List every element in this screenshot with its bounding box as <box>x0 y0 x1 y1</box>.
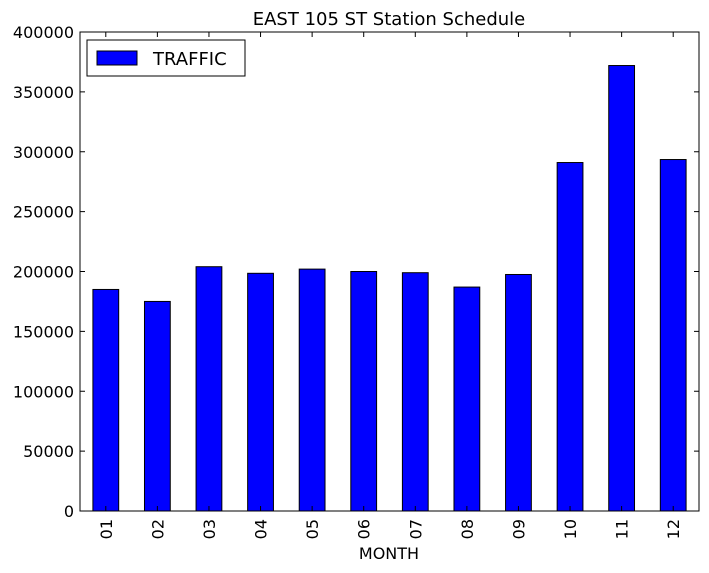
legend-label-traffic: TRAFFIC <box>152 49 227 70</box>
bar-02 <box>143 300 171 512</box>
plot-frame <box>79 31 700 512</box>
x-tick-label-09: 09 <box>509 519 528 539</box>
x-tick-label-06: 06 <box>355 519 374 539</box>
bar-08 <box>453 286 481 512</box>
y-tick-label-0: 0 <box>64 502 74 521</box>
x-tick-label-11: 11 <box>613 519 632 539</box>
bars-layer <box>92 65 687 512</box>
bar-04 <box>247 272 274 512</box>
chart-title: EAST 105 ST Station Schedule <box>253 9 525 30</box>
x-tick-label-02: 02 <box>148 519 167 539</box>
x-tick-label-05: 05 <box>303 519 322 539</box>
y-tick-label-400000: 400000 <box>13 23 74 42</box>
x-tick-label-07: 07 <box>406 519 425 539</box>
x-tick-label-04: 04 <box>252 519 271 539</box>
x-tick-label-01: 01 <box>97 519 116 539</box>
x-axis-label: MONTH <box>359 544 419 563</box>
y-tick-label-250000: 250000 <box>13 203 74 222</box>
y-tick-label-300000: 300000 <box>13 143 74 162</box>
y-axis: 0 50000 100000 150000 200000 250000 300000 3500… <box>13 23 699 521</box>
x-tick-label-08: 08 <box>458 519 477 539</box>
y-tick-label-50000: 50000 <box>23 442 74 461</box>
bar-05 <box>298 268 326 512</box>
bar-11 <box>608 65 636 512</box>
y-tick-label-200000: 200000 <box>13 263 74 282</box>
bar-06 <box>350 271 378 512</box>
x-tick-label-10: 10 <box>561 519 580 539</box>
bar-03 <box>195 266 223 512</box>
y-tick-label-150000: 150000 <box>13 322 74 341</box>
bar-10 <box>556 162 584 512</box>
legend: TRAFFIC <box>86 39 246 77</box>
bar-07 <box>401 272 429 512</box>
bar-01 <box>92 288 120 512</box>
legend-swatch <box>96 50 138 66</box>
bar-09 <box>505 273 532 512</box>
bar-12 <box>659 159 687 512</box>
x-tick-label-03: 03 <box>200 519 219 539</box>
y-tick-label-100000: 100000 <box>13 382 74 401</box>
y-tick-label-350000: 350000 <box>13 83 74 102</box>
x-tick-label-12: 12 <box>664 519 683 539</box>
x-axis: 01 02 03 04 05 06 07 08 09 10 11 12 <box>97 32 683 539</box>
